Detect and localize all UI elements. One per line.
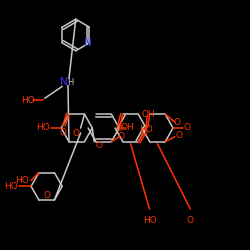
Text: O: O — [174, 118, 180, 127]
Text: OH: OH — [141, 110, 155, 118]
Text: HO: HO — [16, 176, 29, 185]
Text: O: O — [116, 124, 122, 132]
Text: HO: HO — [36, 124, 50, 132]
Text: O: O — [141, 129, 148, 138]
Text: O: O — [96, 141, 102, 150]
Text: O: O — [175, 131, 182, 140]
Text: OH: OH — [120, 124, 134, 132]
Text: N: N — [60, 78, 68, 88]
Text: O: O — [43, 190, 50, 200]
Text: HO: HO — [143, 216, 156, 226]
Text: O: O — [183, 124, 190, 132]
Text: HO: HO — [21, 96, 35, 105]
Text: O: O — [72, 128, 79, 138]
Text: N: N — [84, 38, 92, 48]
Text: HO: HO — [4, 182, 18, 191]
Text: H: H — [67, 78, 73, 87]
Text: HO: HO — [139, 124, 153, 134]
Text: O: O — [118, 132, 124, 141]
Text: O: O — [187, 216, 194, 226]
Text: O: O — [60, 128, 67, 136]
